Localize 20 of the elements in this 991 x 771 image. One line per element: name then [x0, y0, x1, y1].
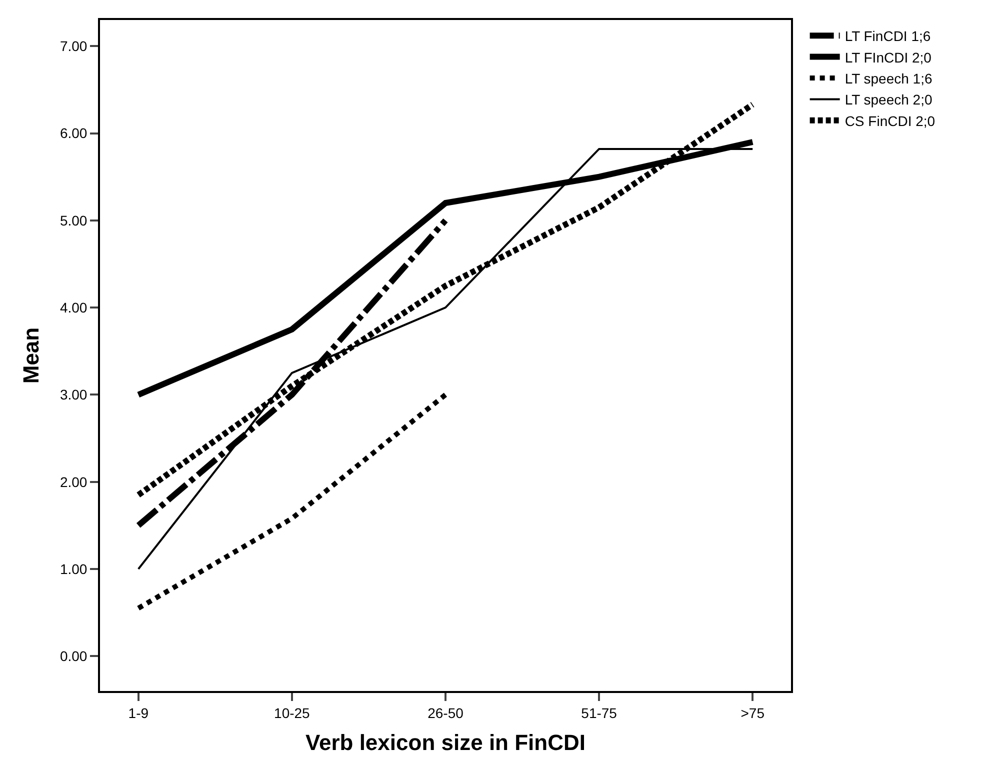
- x-axis-title: Verb lexicon size in FinCDI: [306, 730, 586, 756]
- y-tick-label: 7.00: [60, 38, 88, 54]
- legend-label: LT speech 2;0: [844, 92, 932, 108]
- y-tick-label: 2.00: [60, 474, 88, 490]
- y-tick-label: 4.00: [60, 299, 88, 316]
- y-tick-label: 1.00: [60, 560, 88, 577]
- x-tick-label: 1-9: [128, 704, 149, 721]
- y-tick-label: 6.00: [60, 125, 88, 142]
- x-tick-label: 10-25: [274, 704, 310, 721]
- legend-label: LT speech 1;6: [844, 70, 932, 86]
- y-axis-title: Mean: [18, 327, 44, 384]
- y-tick-label: 0.00: [60, 648, 88, 664]
- legend-label: LT FInCDI 2;0: [844, 49, 932, 66]
- x-tick-label: 51-75: [581, 704, 618, 721]
- x-tick-label: >75: [740, 704, 765, 721]
- y-tick-label: 5.00: [60, 212, 88, 228]
- legend-label: LT FinCDI 1;6: [844, 28, 931, 44]
- x-tick-label: 26-50: [428, 704, 464, 721]
- y-tick-label: 3.00: [60, 386, 88, 403]
- legend-label: CS FinCDI 2;0: [844, 112, 936, 129]
